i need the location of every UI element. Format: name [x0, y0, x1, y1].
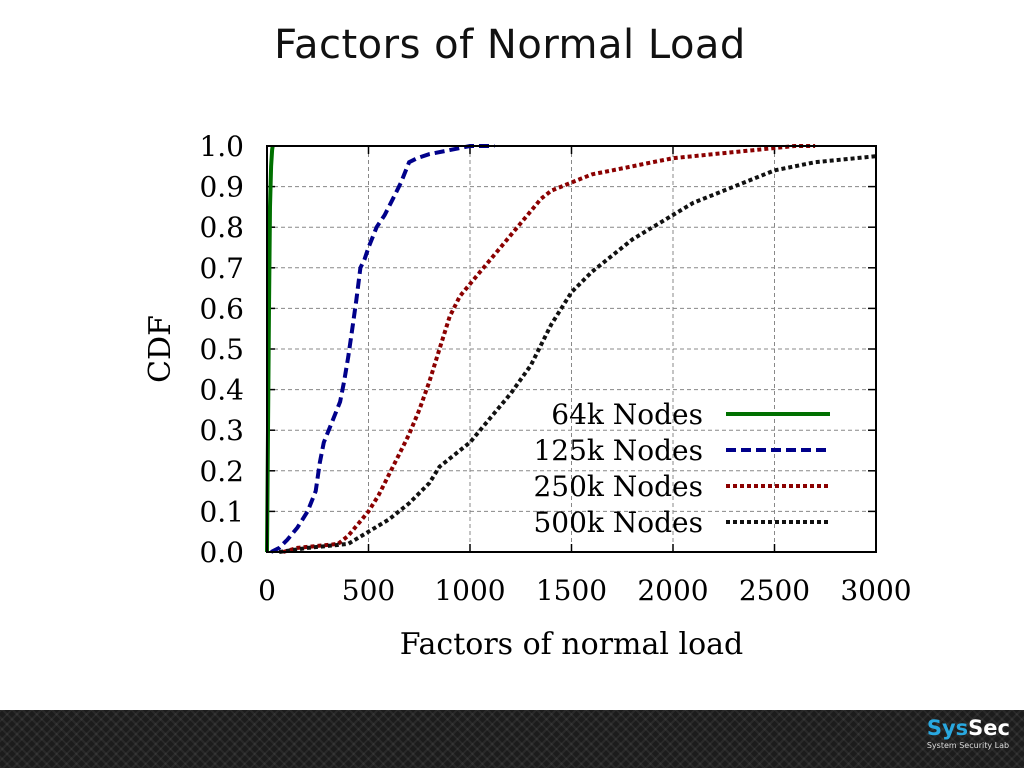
footer-bar: SysSec System Security Lab: [0, 710, 1024, 768]
x-tick-label: 500: [342, 574, 395, 607]
y-tick-label: 0.4: [199, 374, 244, 407]
y-tick-label: 0.1: [199, 495, 244, 528]
y-tick-label: 0.7: [199, 252, 244, 285]
x-tick-label: 2000: [637, 574, 708, 607]
legend-label: 250k Nodes: [533, 470, 703, 503]
logo-sys-text: Sys: [926, 716, 969, 740]
logo-sec-text: Sec: [968, 716, 1010, 740]
syssec-logo: SysSec System Security Lab: [927, 716, 1010, 752]
y-tick-label: 0.9: [199, 171, 244, 204]
x-tick-label: 1000: [434, 574, 505, 607]
legend-label: 125k Nodes: [533, 434, 703, 467]
series-line: [278, 154, 877, 554]
x-tick-label: 0: [258, 574, 276, 607]
logo-subtitle: System Security Lab: [926, 741, 1010, 750]
slide-title: Factors of Normal Load: [274, 22, 746, 68]
plot-frame: [266, 145, 877, 553]
y-tick-label: 0.2: [199, 455, 244, 488]
legend-label: 64k Nodes: [551, 398, 703, 431]
x-tick-label: 2500: [739, 574, 810, 607]
series-line: [282, 144, 816, 554]
cdf-chart: 0 500 1000 1500 2000 2500 3000 0.0 0.1 0.2 0.3 0.4 0…: [143, 130, 912, 662]
series-line: [270, 144, 495, 554]
x-tick-label: 3000: [840, 574, 911, 607]
tick-labels: 0 500 1000 1500 2000 2500 3000 0.0 0.1 0.2 0.3 0.4 0…: [199, 130, 911, 607]
x-axis-label: Factors of normal load: [400, 627, 744, 662]
x-tick-label: 1500: [536, 574, 607, 607]
legend-label: 500k Nodes: [533, 506, 703, 539]
y-tick-label: 0.5: [199, 333, 244, 366]
y-tick-label: 0.0: [199, 536, 244, 569]
grid: [266, 145, 877, 553]
y-axis-label: CDF: [143, 315, 178, 383]
y-tick-label: 0.3: [199, 414, 244, 447]
y-tick-label: 1.0: [199, 130, 244, 163]
y-tick-label: 0.6: [199, 292, 244, 325]
y-tick-label: 0.8: [199, 211, 244, 244]
